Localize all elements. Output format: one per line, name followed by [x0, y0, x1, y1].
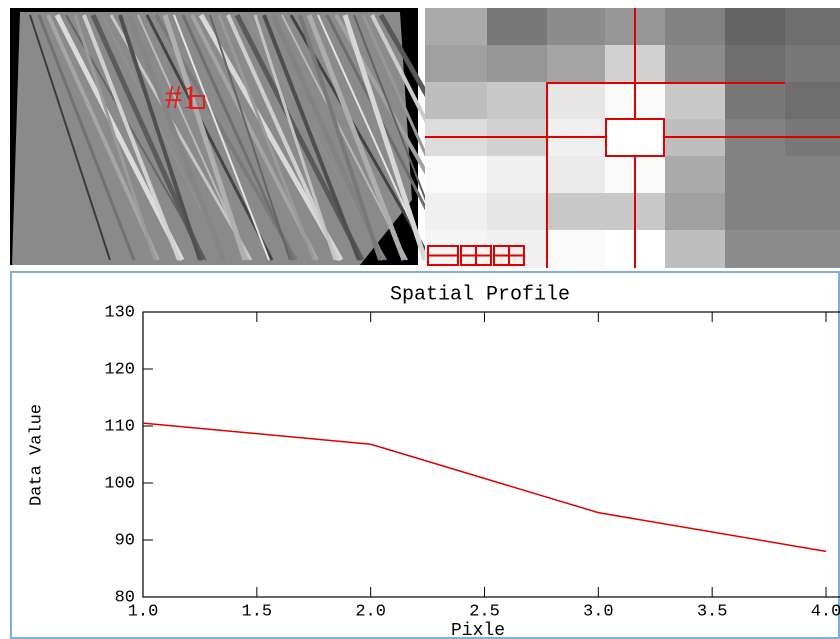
zoom-pixel — [547, 230, 605, 268]
x-tick-label: 1.5 — [242, 602, 273, 621]
zoom-pixel — [665, 193, 725, 230]
zoom-pixel — [785, 8, 840, 45]
image-stripe — [190, 14, 319, 261]
zoom-pixel — [725, 82, 785, 119]
roi-label: #1 — [165, 79, 199, 116]
zoom-pixel — [725, 193, 785, 230]
plot-panel — [10, 271, 840, 639]
roi-box — [189, 95, 205, 109]
x-tick-label: 2.5 — [469, 602, 500, 621]
image-stripe — [118, 14, 202, 261]
zoom-pixel — [785, 45, 840, 82]
zoom-pixel — [487, 230, 547, 268]
image-stripe — [126, 14, 227, 261]
zoom-pixel — [487, 156, 547, 193]
image-stripe — [262, 14, 361, 261]
image-stripe — [173, 14, 270, 261]
zoom-pixel — [425, 8, 487, 45]
zoom-pixel — [425, 156, 487, 193]
image-stripe — [162, 14, 248, 261]
x-tick-label: 4.0 — [811, 602, 840, 621]
zoom-grid-button[interactable] — [493, 245, 525, 266]
zoom-minus-button[interactable] — [427, 245, 459, 266]
image-stripe — [209, 14, 291, 261]
zoom-pixel — [725, 230, 785, 268]
x-tick-label: 3.5 — [697, 602, 728, 621]
image-stripe — [145, 14, 274, 261]
x-axis-label: Pixle — [451, 621, 505, 639]
zoom-pixel — [425, 193, 487, 230]
image-stripe — [37, 14, 136, 261]
zoom-pixel — [547, 156, 605, 193]
zoom-pixel — [785, 156, 840, 193]
zoom-pixel — [725, 156, 785, 193]
image-stripe — [298, 14, 382, 261]
image-stripe — [217, 14, 316, 261]
image-stripe — [181, 14, 295, 261]
zoom-box — [605, 118, 665, 157]
y-axis-label: Data Value — [27, 404, 46, 506]
zoom-pixel — [665, 8, 725, 45]
image-stripe — [46, 14, 160, 261]
zoom-pixel — [487, 82, 547, 119]
roi-outline — [546, 82, 785, 268]
chart-title: Spatial Profile — [390, 283, 570, 306]
zoom-pixel — [785, 230, 840, 268]
image-panel — [10, 8, 524, 265]
zoom-pixel — [487, 45, 547, 82]
image-stripe — [253, 14, 337, 261]
x-tick-label: 3.0 — [583, 602, 614, 621]
zoom-pixel — [547, 193, 605, 230]
zoom-pixel — [665, 230, 725, 268]
x-tick-label: 1.0 — [128, 602, 159, 621]
zoom-pixel — [425, 82, 487, 119]
zoom-pixel — [547, 82, 605, 119]
zoom-plus-button[interactable] — [460, 245, 492, 266]
y-tick-label: 100 — [104, 474, 135, 493]
zoom-pixel — [725, 8, 785, 45]
image-stripe — [306, 14, 407, 261]
zoom-pixel — [725, 45, 785, 82]
x-tick-label: 2.0 — [355, 602, 386, 621]
zoom-pixel — [665, 82, 725, 119]
zoom-pixel — [665, 156, 725, 193]
zoom-pixel — [547, 8, 605, 45]
plot-frame — [142, 311, 840, 598]
zoom-pixel — [487, 8, 547, 45]
zoom-pixel — [487, 193, 547, 230]
zoom-pixel — [785, 82, 840, 119]
zoom-pixel — [665, 45, 725, 82]
image-stripe — [73, 14, 157, 261]
y-tick-label: 80 — [115, 588, 135, 607]
data-line — [142, 422, 827, 553]
zoom-pixel — [785, 193, 840, 230]
y-tick-label: 130 — [104, 303, 135, 322]
zoom-pixel — [425, 230, 487, 268]
zoom-panel — [425, 8, 840, 268]
y-tick-label: 110 — [104, 417, 135, 436]
image-stripe — [82, 14, 181, 261]
image-stripe — [29, 14, 111, 261]
image-stripe — [342, 14, 428, 261]
image-stripe — [226, 14, 340, 261]
zoom-pixel — [425, 45, 487, 82]
y-tick-label: 120 — [104, 360, 135, 379]
zoom-pixel — [547, 45, 605, 82]
y-tick-label: 90 — [115, 531, 135, 550]
